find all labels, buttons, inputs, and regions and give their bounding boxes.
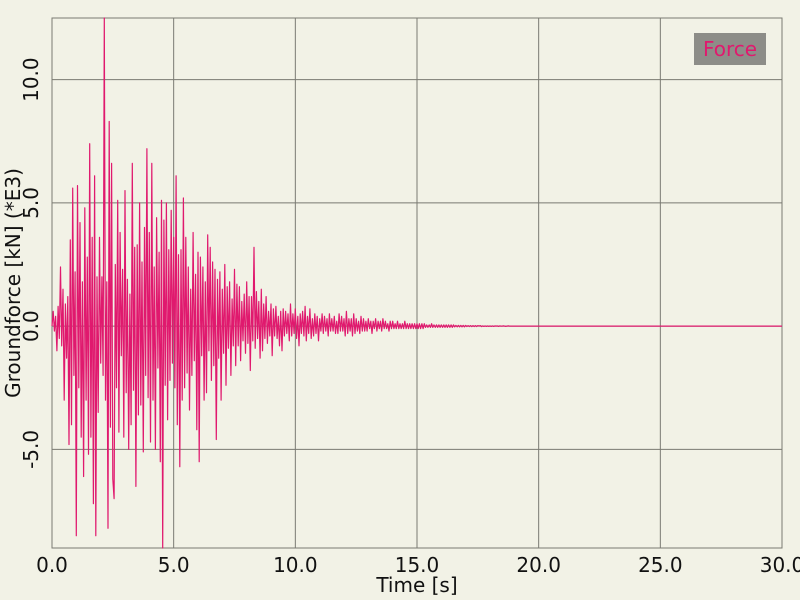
x-tick-label: 5.0 (158, 553, 190, 577)
x-tick-labels: 0.0 5.0 10.0 15.0 20.0 25.0 30.0 (36, 553, 800, 577)
y-axis-label: Groundforce [kN] (*E3) (1, 168, 25, 398)
y-tick-labels: 10.0 5.0 0.0 -5.0 (19, 57, 43, 469)
y-tick-label: -5.0 (19, 430, 43, 469)
x-tick-label: 25.0 (638, 553, 683, 577)
series-line-force (51, 17, 782, 549)
legend: Force (694, 33, 766, 65)
x-tick-label: 10.0 (273, 553, 318, 577)
legend-label: Force (703, 37, 757, 61)
series-layer (51, 17, 782, 549)
y-tick-label: 5.0 (19, 187, 43, 219)
x-tick-label: 15.0 (395, 553, 440, 577)
legend-box (694, 33, 766, 65)
y-tick-label: 10.0 (19, 57, 43, 102)
x-tick-label: 20.0 (516, 553, 561, 577)
x-tick-label: 30.0 (760, 553, 800, 577)
x-axis-label: Time [s] (375, 573, 457, 597)
y-tick-label: 0.0 (19, 310, 43, 342)
x-tick-label: 0.0 (36, 553, 68, 577)
